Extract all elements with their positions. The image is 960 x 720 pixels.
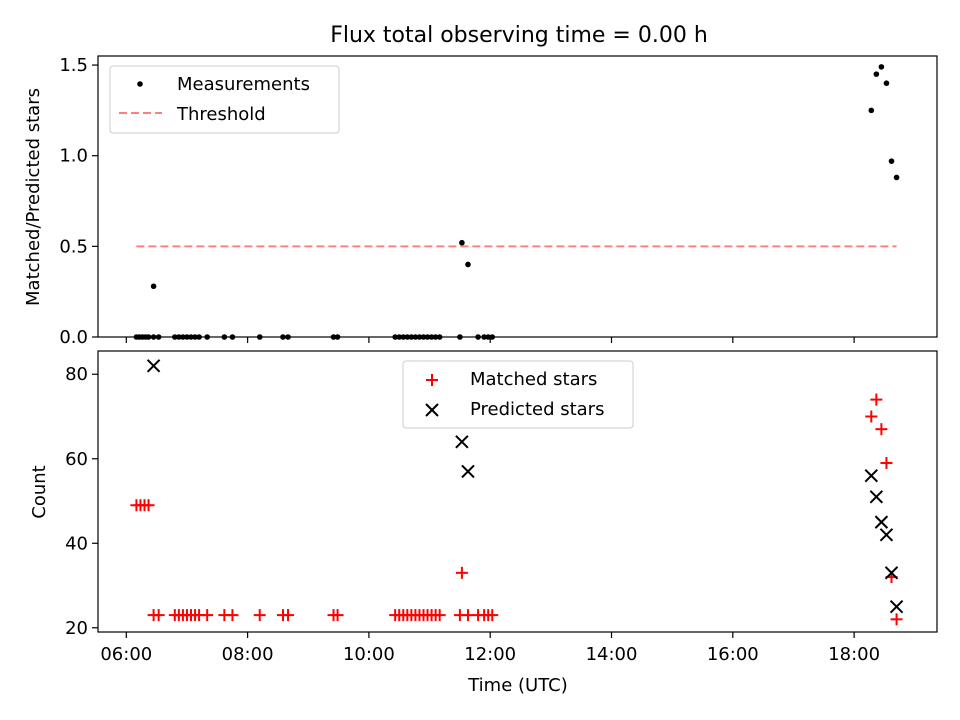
chart-title: Flux total observing time = 0.00 h <box>330 23 708 48</box>
bottom-y-tick-label: 60 <box>65 449 88 470</box>
matched-star-point <box>201 609 214 622</box>
legend-matched-label: Matched stars <box>470 369 597 390</box>
matched-star-point <box>890 613 903 626</box>
measurement-point <box>465 261 471 268</box>
bottom-y-axis-label: Count <box>29 465 50 518</box>
predicted-star-point <box>461 464 475 479</box>
matched-star-point <box>253 609 266 622</box>
legend-threshold-label: Threshold <box>176 104 266 125</box>
matched-star-point <box>875 423 888 436</box>
top-axes-frame <box>97 55 938 338</box>
predicted-star-point <box>874 515 889 529</box>
predicted-star-point <box>889 599 904 614</box>
bottom-legend-box <box>402 360 634 429</box>
legend-predicted-marker <box>425 403 439 417</box>
legend-measurements-label: Measurements <box>177 74 310 95</box>
measurement-point <box>868 107 875 114</box>
top-y-tick-label: 1.0 <box>59 146 88 167</box>
bottom-y-tick-label: 80 <box>65 364 88 385</box>
matched-star-point <box>455 566 468 579</box>
bottom-y-ticks: 20 40 60 80 <box>65 364 98 639</box>
measurement-point <box>893 174 900 181</box>
bottom-panel: 20 40 60 80 06:00 08:00 10:00 12:00 14:00 16:00 1… <box>29 350 938 696</box>
x-tick-label: 12:00 <box>464 644 516 665</box>
top-y-ticks: 0.0 0.5 1.0 1.5 <box>59 55 98 348</box>
matched-star-point <box>152 609 165 622</box>
matched-star-point <box>461 609 474 622</box>
top-y-tick-label: 0.5 <box>59 236 88 257</box>
top-legend-box <box>109 65 340 134</box>
bottom-y-tick-label: 40 <box>65 533 88 554</box>
predicted-star-point <box>869 490 884 504</box>
measurement-point <box>873 71 880 77</box>
predicted-star-point <box>884 566 899 580</box>
x-tick-label: 10:00 <box>343 644 395 665</box>
top-y-axis-label: Matched/Predicted stars <box>23 88 44 306</box>
top-legend: Measurements Threshold <box>109 65 340 134</box>
legend-predicted-label: Predicted stars <box>470 399 604 420</box>
x-tick-label: 16:00 <box>707 644 759 665</box>
top-panel: 0.0 0.5 1.0 1.5 Matched/Predicted stars Mea… <box>23 55 938 348</box>
bottom-y-tick-label: 20 <box>65 618 88 639</box>
legend-measurements-marker <box>137 81 143 87</box>
x-tick-label: 08:00 <box>222 644 274 665</box>
matched-star-point <box>282 609 295 622</box>
matched-star-point <box>142 499 155 512</box>
predicted-star-point <box>146 359 161 373</box>
measurement-point <box>878 64 885 70</box>
bottom-plot-area <box>130 359 904 626</box>
x-tick-label: 14:00 <box>586 644 638 665</box>
bottom-legend: Matched stars Predicted stars <box>402 360 634 429</box>
measurement-point <box>150 283 157 290</box>
matched-star-point <box>870 393 883 406</box>
matched-star-point <box>865 410 878 423</box>
x-axis-label: Time (UTC) <box>467 675 568 696</box>
measurement-point <box>888 158 895 164</box>
top-y-tick-label: 1.5 <box>59 55 88 76</box>
predicted-star-point <box>879 528 894 542</box>
predicted-star-point <box>864 468 879 483</box>
matched-star-point <box>433 609 446 622</box>
bottom-axes-frame <box>97 350 938 633</box>
measurement-point <box>459 239 465 246</box>
predicted-star-point <box>455 435 469 449</box>
top-x-ticks <box>125 337 855 343</box>
matched-star-point <box>331 609 344 622</box>
x-tick-label: 06:00 <box>100 644 152 665</box>
x-tick-label: 18:00 <box>828 644 880 665</box>
top-y-tick-label: 0.0 <box>59 327 88 348</box>
bottom-x-ticks: 06:00 08:00 10:00 12:00 14:00 16:00 18:00 <box>100 632 880 665</box>
measurement-point <box>883 80 890 86</box>
matched-star-point <box>880 456 893 469</box>
matched-star-point <box>226 609 239 622</box>
matched-star-point <box>486 609 499 622</box>
legend-matched-marker <box>426 374 438 386</box>
